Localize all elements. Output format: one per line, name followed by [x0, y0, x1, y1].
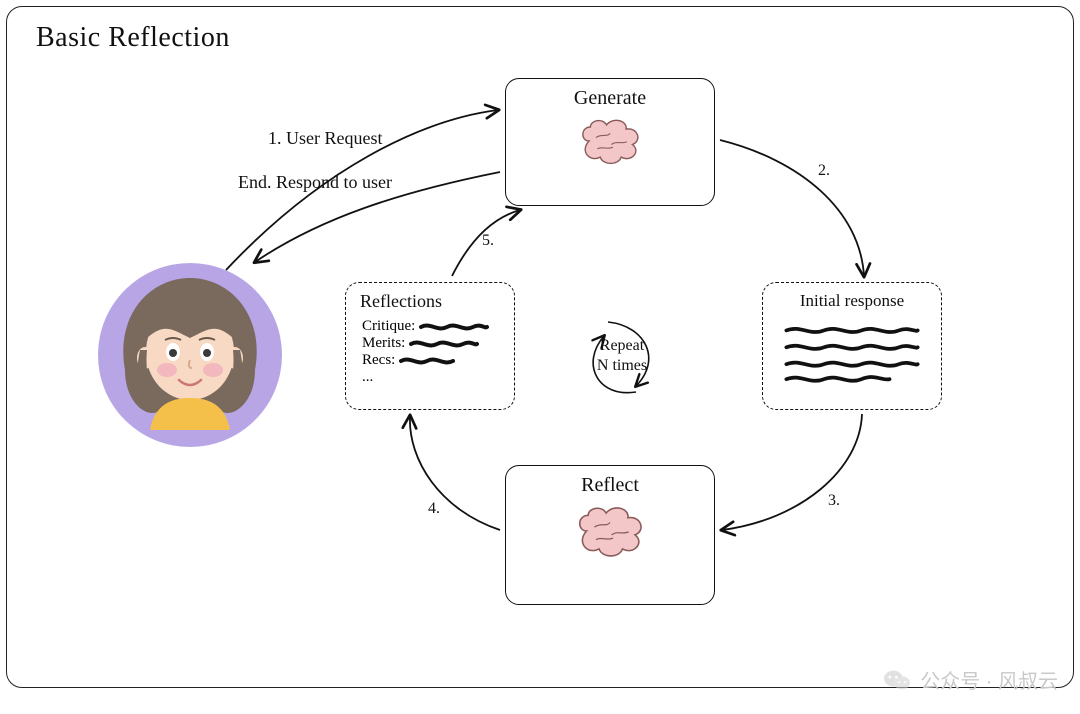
label-step4: 4.	[428, 500, 440, 518]
node-generate: Generate	[505, 78, 715, 206]
reflections-row: Recs:	[356, 352, 504, 369]
node-reflect-title: Reflect	[516, 474, 704, 497]
reflections-row: Merits:	[356, 335, 504, 352]
squiggle-lines-icon	[777, 317, 927, 387]
node-generate-title: Generate	[516, 87, 704, 110]
row-label: Merits:	[362, 335, 405, 351]
label-step5: 5.	[482, 232, 494, 250]
diagram-title: Basic Reflection	[36, 22, 230, 54]
row-label: Recs:	[362, 352, 395, 368]
user-avatar	[95, 260, 285, 450]
node-initial-response: Initial response	[762, 282, 942, 410]
node-reflect: Reflect	[505, 465, 715, 605]
reflections-row: ...	[356, 369, 504, 386]
watermark: 公众号 · 风叔云	[884, 665, 1058, 694]
reflections-row: Critique:	[356, 318, 504, 335]
label-user-request: 1. User Request	[268, 128, 382, 149]
watermark-text: 公众号 · 风叔云	[920, 665, 1058, 694]
label-respond-to-user: End. Respond to user	[238, 172, 392, 193]
brain-icon	[571, 503, 649, 559]
node-initial-title: Initial response	[773, 291, 931, 311]
label-step3: 3.	[828, 492, 840, 510]
row-label: Critique:	[362, 318, 415, 334]
brain-icon	[575, 116, 645, 166]
wechat-icon	[884, 669, 910, 691]
label-repeat-text: Repeat N times	[597, 337, 647, 374]
node-reflections-title: Reflections	[356, 291, 504, 312]
node-reflections: Reflections Critique: Merits: Recs: ...	[345, 282, 515, 410]
label-repeat: Repeat N times	[592, 336, 652, 376]
label-step2: 2.	[818, 162, 830, 180]
